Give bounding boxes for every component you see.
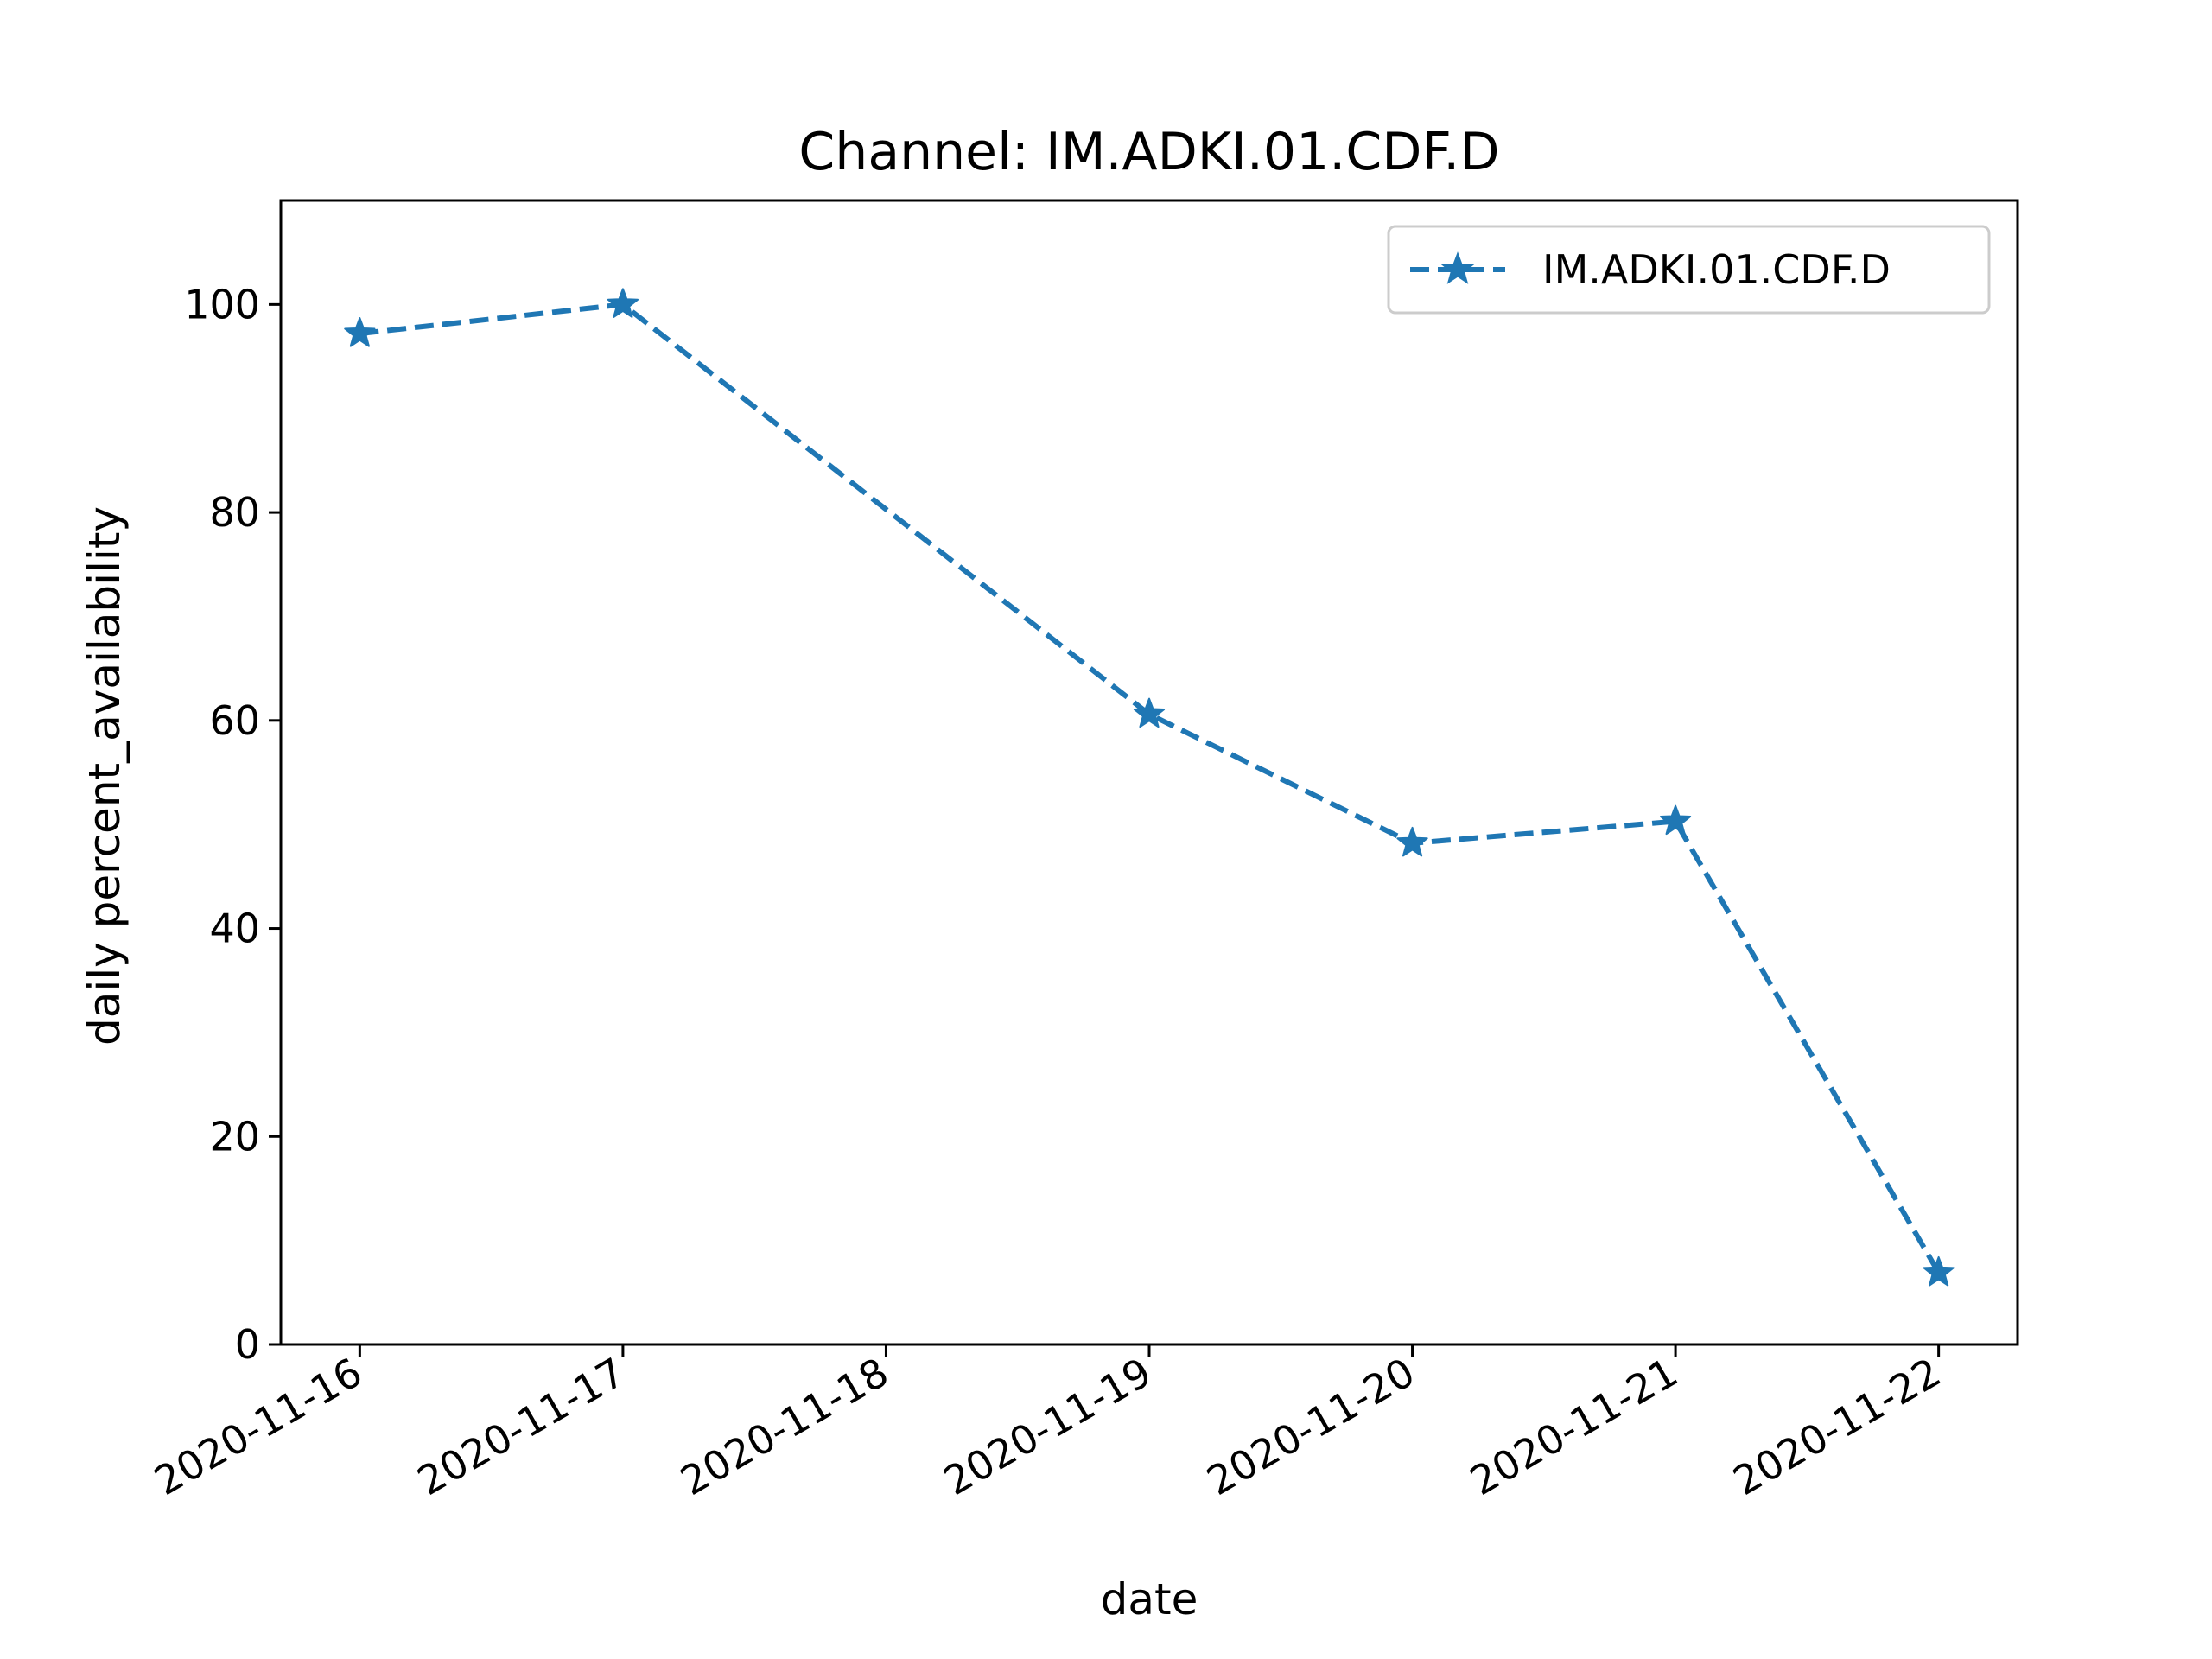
plot-frame: [279, 199, 2019, 1346]
data-point-5: [1923, 1255, 1955, 1287]
series-layer: [344, 288, 1955, 1287]
plot-area: [279, 199, 2019, 1346]
x-tick-label-3: 2020-11-19: [936, 1349, 1160, 1504]
y-tick-label-2: 40: [209, 906, 260, 952]
data-point-2: [1133, 697, 1166, 728]
data-point-0: [344, 317, 376, 347]
legend-box: [1387, 225, 1991, 315]
y-tick-label-5: 100: [184, 281, 260, 327]
x-axis: 2020-11-16 2020-11-17 2020-11-18 2020-11-19…: [146, 1344, 1948, 1504]
data-point-3: [1396, 826, 1428, 857]
x-axis-label: date: [1101, 1574, 1198, 1624]
y-tick-label-3: 60: [209, 697, 260, 744]
y-axis: 0 20 40 60 80 100: [184, 281, 281, 1368]
x-tick-label-4: 2020-11-20: [1199, 1349, 1423, 1504]
series-line-0: [359, 302, 1942, 1274]
data-point-1: [607, 288, 639, 318]
x-tick-label-2: 2020-11-18: [672, 1349, 896, 1504]
x-tick-label-6: 2020-11-22: [1726, 1349, 1949, 1504]
data-point-4: [1659, 804, 1692, 836]
legend: IM.ADKI.01.CDF.D: [1387, 225, 1991, 315]
x-tick-label-0: 2020-11-16: [146, 1349, 370, 1504]
y-tick-label-1: 20: [209, 1113, 260, 1160]
y-tick-label-4: 80: [209, 489, 260, 536]
y-tick-label-0: 0: [235, 1321, 260, 1368]
x-tick-label-5: 2020-11-21: [1462, 1349, 1686, 1504]
chart-title: Channel: IM.ADKI.01.CDF.D: [798, 122, 1499, 182]
y-axis-label: daily percent_availability: [79, 506, 130, 1046]
x-tick-label-1: 2020-11-17: [410, 1349, 633, 1504]
legend-swatch-marker-0: [1440, 251, 1475, 284]
legend-label-0: IM.ADKI.01.CDF.D: [1542, 246, 1891, 293]
